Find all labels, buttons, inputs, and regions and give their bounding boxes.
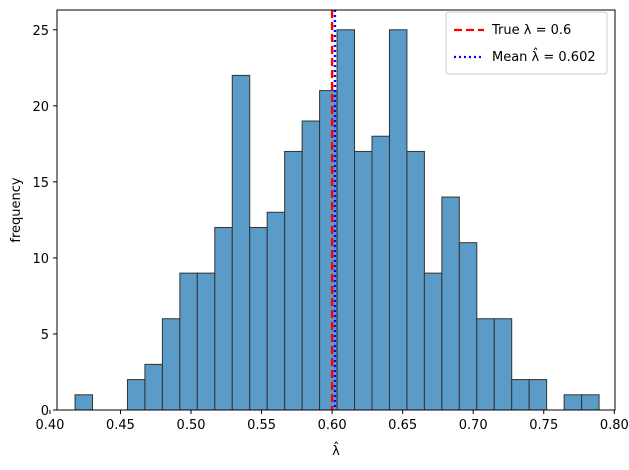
x-tick-label: 0.65 [388,418,417,433]
x-tick-label: 0.40 [35,418,64,433]
histogram-bar [406,150,425,411]
histogram-bar [231,74,251,411]
plot-frame [56,9,616,411]
histogram-bar [581,394,600,411]
histogram-bar [214,226,233,411]
histogram-bar [179,272,198,411]
legend-true-label: True λ = 0.6 [491,23,571,38]
histogram-bar [249,226,268,411]
histogram-bar [528,379,548,411]
x-tick-label: 0.75 [529,418,558,433]
histogram-bar [493,318,513,411]
y-tick-label: 25 [32,24,49,39]
x-axis-ticks: 0.40 0.45 0.50 0.55 0.60 0.65 0.70 0.75 0.80 [35,410,629,433]
x-tick-label: 0.80 [600,418,629,433]
x-tick-label: 0.55 [247,418,276,433]
x-axis-label: λ̂ [332,442,340,459]
y-tick-label: 0 [41,404,49,419]
histogram-bar [388,29,408,411]
histogram-bar [126,379,146,411]
legend-box [445,11,608,75]
y-axis-label: frequency [9,177,24,243]
y-tick-label: 10 [32,252,49,267]
x-tick-label: 0.45 [106,418,135,433]
histogram-bar [144,363,163,411]
histogram-bar [284,150,303,411]
histogram-bar [354,150,373,411]
histogram-bar [371,135,390,411]
histogram-bar [336,29,356,411]
histogram-bar [563,394,583,411]
y-tick-label: 20 [32,100,49,115]
y-axis-ticks: 0 5 10 15 20 25 [32,24,57,419]
legend: True λ = 0.6 Mean λ̂ = 0.602 [445,11,608,75]
x-tick-label: 0.60 [318,418,347,433]
histogram-bar [74,394,94,411]
histogram-bar [423,272,443,411]
reference-lines [330,10,337,410]
histogram-bar [441,196,460,411]
y-tick-label: 5 [41,328,49,343]
histogram-bar [301,120,321,411]
legend-mean-label: Mean λ̂ = 0.602 [492,48,596,65]
histogram-bar [511,379,530,411]
x-tick-label: 0.50 [177,418,206,433]
x-tick-label: 0.70 [459,418,488,433]
histogram-bar [266,211,286,411]
histogram-bar [196,272,216,411]
histogram-bar [458,242,478,411]
histogram-bar [476,318,495,411]
bars-group [74,29,600,411]
y-tick-label: 15 [32,176,49,191]
histogram-bar [161,318,181,411]
